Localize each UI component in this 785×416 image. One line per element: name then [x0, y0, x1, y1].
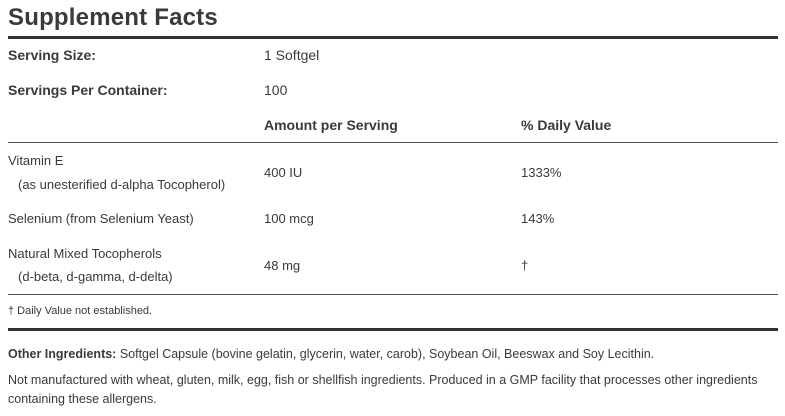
allergen-statement: Not manufactured with wheat, gluten, mil…	[8, 373, 758, 406]
nutrient-amount: 48 mg	[264, 258, 301, 273]
other-ingredients-label: Other Ingredients:	[8, 347, 117, 361]
nutrient-name: Natural Mixed Tocopherols	[8, 246, 162, 261]
other-ingredients-text: Softgel Capsule (bovine gelatin, glyceri…	[116, 347, 655, 361]
serving-size-label: Serving Size:	[8, 47, 96, 63]
nutrient-name: Vitamin E	[8, 153, 64, 168]
nutrient-amount: 400 IU	[264, 165, 303, 180]
other-ingredients: Other Ingredients: Softgel Capsule (bovi…	[8, 345, 778, 364]
header-divider	[8, 142, 778, 143]
nutrient-amount: 100 mcg	[264, 211, 314, 226]
nutrient-source: (d-beta, d-gamma, d-delta)	[18, 269, 173, 284]
servings-per-container-value: 100	[264, 82, 288, 98]
amount-per-serving-header: Amount per Serving	[264, 117, 398, 133]
title-divider	[8, 36, 778, 39]
daily-value-footnote: † Daily Value not established.	[8, 305, 153, 317]
nutrient-dv: 143%	[521, 211, 555, 226]
daily-value-header: % Daily Value	[521, 117, 612, 133]
nutrient-name: Selenium (from Selenium Yeast)	[8, 211, 194, 226]
panel-title: Supplement Facts	[8, 4, 218, 31]
serving-size-value: 1 Softgel	[264, 47, 320, 63]
nutrient-dv: †	[521, 258, 529, 273]
servings-per-container-label: Servings Per Container:	[8, 82, 168, 98]
nutrient-dv: 1333%	[521, 165, 562, 180]
nutrient-source: (as unesterified d-alpha Tocopherol)	[18, 177, 226, 192]
bottom-divider	[8, 328, 778, 331]
footnote-divider	[8, 294, 778, 295]
